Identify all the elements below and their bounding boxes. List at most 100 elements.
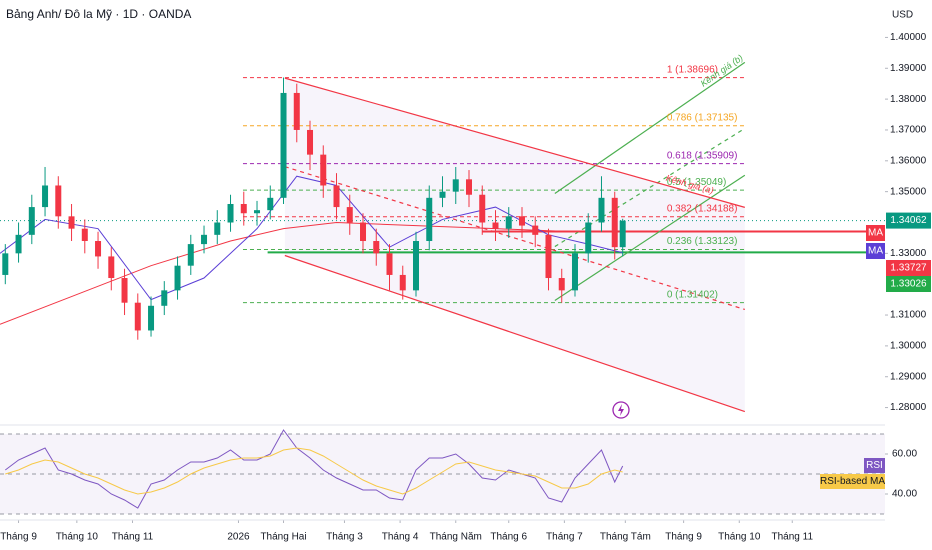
rsi-ma-tag xyxy=(820,474,885,489)
y-tick-label: 1.36000 xyxy=(890,155,927,166)
candle-body xyxy=(399,274,406,291)
price-label-box xyxy=(886,276,931,292)
x-tick-label: Tháng 10 xyxy=(718,532,761,543)
y-tick-label: 1.40000 xyxy=(890,32,927,43)
icon-bolt xyxy=(618,404,624,416)
x-tick-label: Tháng 11 xyxy=(112,532,154,543)
candle-body xyxy=(187,244,194,266)
y-tick-label: 1.38000 xyxy=(890,94,927,105)
x-tick-label: Tháng 10 xyxy=(56,532,99,543)
candle-body xyxy=(201,234,208,245)
fib-label: 0 (1.31402) xyxy=(667,289,718,300)
channel-line xyxy=(554,127,746,248)
x-tick-label: Tháng Năm xyxy=(430,532,482,543)
candle-body xyxy=(439,191,446,198)
price-label-box xyxy=(886,260,931,276)
fib-label: 1 (1.38696) xyxy=(667,64,718,75)
candle-body xyxy=(505,216,512,229)
candle-body xyxy=(148,305,155,331)
candle-body xyxy=(320,154,327,186)
price-label: 1.33727 xyxy=(890,263,927,274)
candle-body xyxy=(571,253,578,291)
candle-body xyxy=(293,92,300,130)
ma-tag xyxy=(866,243,885,259)
candle-body xyxy=(373,241,380,254)
candle-body xyxy=(2,253,9,275)
y-tick-label: 1.35000 xyxy=(890,186,927,197)
candle-body xyxy=(28,207,35,235)
candle-body xyxy=(492,222,499,229)
candle-body xyxy=(174,265,181,291)
candle-body xyxy=(42,185,49,208)
x-tick-label: Tháng 11 xyxy=(772,532,814,543)
x-tick-label: Tháng 9 xyxy=(665,532,702,543)
candle-body xyxy=(134,302,141,331)
lightning-icon xyxy=(612,401,630,419)
rsi-y-tick-label: 60.00 xyxy=(892,449,917,460)
candle-body xyxy=(532,225,539,235)
candle-body xyxy=(267,197,274,211)
candle-body xyxy=(81,228,88,242)
candle-body xyxy=(121,278,128,303)
rsi-tag xyxy=(864,458,885,473)
candle-body xyxy=(227,203,234,223)
chart-title: Bảng Anh/ Đô la Mỹ · 1D · OANDA xyxy=(6,7,191,21)
candle-body xyxy=(518,216,525,226)
icon-circle xyxy=(612,401,630,419)
moving-average xyxy=(0,175,623,301)
currency: USD xyxy=(892,10,913,21)
candle-body xyxy=(386,253,393,275)
ma-tag-label: MA xyxy=(868,228,883,239)
last-price-label: 1.34062 xyxy=(890,215,927,226)
rsi-ma-tag-label: RSI-based MA xyxy=(820,476,885,487)
channel-line xyxy=(284,77,745,208)
candle-body xyxy=(611,197,618,248)
candle-body xyxy=(55,185,62,217)
y-tick-label: 1.37000 xyxy=(890,125,927,136)
fib-label: 0.5 (1.35049) xyxy=(667,177,727,188)
candle-body xyxy=(214,222,221,235)
candle-body xyxy=(452,179,459,192)
x-tick-label: Tháng 6 xyxy=(490,532,527,543)
rsi-tag-label: RSI xyxy=(866,460,883,471)
candle-body xyxy=(254,210,261,214)
ma-tag xyxy=(866,225,885,241)
candle-body xyxy=(413,241,420,291)
x-tick-label: Tháng 4 xyxy=(382,532,419,543)
candle-body xyxy=(15,234,22,254)
x-tick-label: 2026 xyxy=(227,532,250,543)
channel-line xyxy=(284,166,746,311)
ma-tag-label: MA xyxy=(868,246,883,257)
candle-body xyxy=(161,290,168,306)
y-tick-label: 1.33000 xyxy=(890,248,927,259)
price-label: 1.33026 xyxy=(890,279,927,290)
candle-body xyxy=(240,203,247,214)
candle-body xyxy=(585,222,592,254)
y-tick-label: 1.39000 xyxy=(890,63,927,74)
candle-body xyxy=(545,234,552,279)
candle-body xyxy=(598,197,605,223)
candle-body xyxy=(280,92,287,198)
candle-body xyxy=(479,194,486,223)
channel-line xyxy=(554,61,746,194)
fib-label: 0.382 (1.34188) xyxy=(667,203,738,214)
y-tick-label: 1.30000 xyxy=(890,341,927,352)
x-tick-label: Tháng 7 xyxy=(546,532,583,543)
channel-line xyxy=(284,254,746,413)
channel-fill xyxy=(284,78,745,412)
fib-label: 0.786 (1.37135) xyxy=(667,112,738,123)
price-layer xyxy=(2,77,626,340)
fib-label: 0.236 (1.33123) xyxy=(667,236,738,247)
x-tick-label: Tháng Tám xyxy=(600,532,651,543)
last-price-box xyxy=(886,212,931,229)
y-tick-label: 1.28000 xyxy=(890,402,927,413)
candle-body xyxy=(346,207,353,223)
candle-body xyxy=(307,129,314,155)
candle-body xyxy=(360,222,367,242)
candle-body xyxy=(465,179,472,195)
y-tick-label: 1.31000 xyxy=(890,310,927,321)
candle-body xyxy=(619,220,626,248)
y-tick-label: 1.29000 xyxy=(890,371,927,382)
candle-body xyxy=(558,278,565,291)
